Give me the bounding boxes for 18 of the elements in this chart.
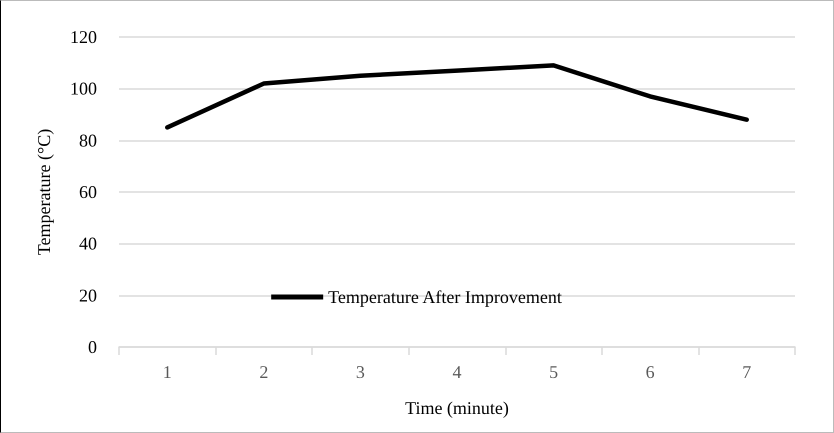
line-series bbox=[165, 63, 749, 130]
x-tick-label: 6 bbox=[646, 362, 655, 382]
y-axis-title: Temperature (°C) bbox=[34, 128, 54, 256]
y-tick-label: 0 bbox=[88, 337, 97, 357]
x-tick-label: 5 bbox=[549, 362, 558, 382]
x-axis-title: Time (minute) bbox=[405, 398, 509, 418]
legend-label: Temperature After Improvement bbox=[328, 287, 562, 307]
y-tick-label: 80 bbox=[79, 130, 97, 150]
x-tick-label: 1 bbox=[162, 362, 172, 382]
y-tick-label: 60 bbox=[79, 182, 97, 202]
x-tick-label: 4 bbox=[452, 362, 462, 382]
y-tick-label: 120 bbox=[70, 27, 97, 47]
x-tick-label: 7 bbox=[742, 362, 752, 382]
x-tick-label: 2 bbox=[259, 362, 268, 382]
y-tick-label: 20 bbox=[79, 285, 97, 306]
y-tick-label: 100 bbox=[70, 78, 97, 99]
y-tick-label: 40 bbox=[79, 234, 97, 254]
x-tick-label: 3 bbox=[356, 362, 365, 382]
